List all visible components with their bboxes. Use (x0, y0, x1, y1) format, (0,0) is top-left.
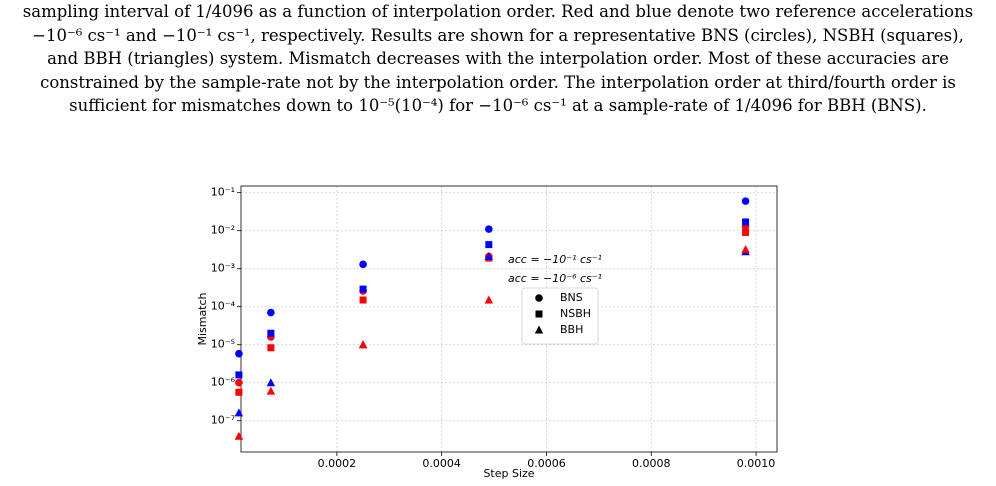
caption-line: and BBH (triangles) system. Mismatch dec… (47, 49, 949, 68)
point (235, 378, 243, 387)
y-tick-label: 10⁻⁵ (211, 338, 235, 351)
point (235, 349, 243, 358)
point (235, 388, 243, 396)
y-tick-label: 10⁻² (211, 224, 235, 237)
y-tick-label: 10⁻¹ (211, 186, 235, 199)
point (267, 308, 275, 317)
caption-line: sampling interval of 1/4096 as a functio… (22, 2, 974, 21)
point (234, 408, 244, 417)
point (484, 251, 494, 260)
point (484, 295, 494, 304)
x-axis-label: Step Size (483, 467, 534, 480)
legend-marker (535, 294, 543, 302)
point (741, 244, 750, 253)
legend-label: NSBH (560, 307, 591, 320)
point (742, 218, 750, 226)
y-tick-label: 10⁻³ (211, 262, 235, 275)
point (359, 285, 367, 293)
y-tick-label: 10⁻⁶ (211, 376, 236, 389)
point (266, 378, 276, 387)
y-tick-label: 10⁻⁴ (211, 300, 236, 313)
caption-line: sufficient for mismatches down to 10⁻⁵(1… (69, 96, 927, 115)
x-tick-label: 0.0004 (422, 457, 461, 470)
point (234, 431, 244, 440)
point (359, 260, 367, 269)
point (358, 340, 368, 349)
point (266, 386, 276, 395)
point (235, 371, 243, 379)
legend-label: BBH (560, 323, 583, 336)
legend-label: BNS (560, 291, 583, 304)
point (485, 225, 493, 233)
point (742, 228, 750, 236)
x-tick-label: 0.0002 (318, 457, 357, 470)
x-tick-label: 0.0008 (632, 457, 671, 470)
legend-marker (535, 310, 543, 318)
point (267, 344, 275, 352)
x-tick-label: 0.0006 (527, 457, 566, 470)
x-tick-label: 0.0010 (737, 457, 776, 470)
y-tick-label: 10⁻⁷ (211, 414, 235, 427)
plot-frame (240, 185, 778, 453)
caption-line: −10⁻⁶ cs⁻¹ and −10⁻¹ cs⁻¹, respectively.… (32, 25, 964, 45)
caption-line: constrained by the sample-rate not by th… (40, 72, 956, 92)
point (741, 197, 750, 205)
y-axis-label: Mismatch (196, 292, 209, 345)
legend-label: acc = −10⁻⁶ cs⁻¹ (508, 272, 602, 285)
legend-label: acc = −10⁻¹ cs⁻¹ (508, 253, 602, 266)
point (359, 296, 367, 304)
point (485, 241, 493, 249)
legend-marker (534, 325, 544, 334)
point (267, 329, 275, 337)
